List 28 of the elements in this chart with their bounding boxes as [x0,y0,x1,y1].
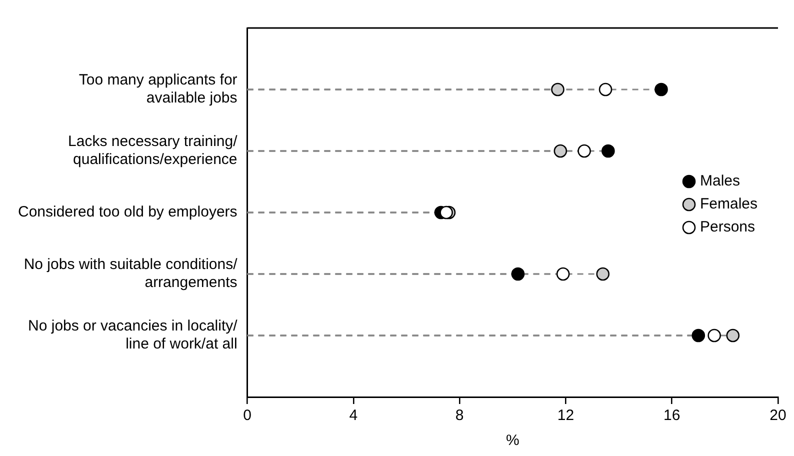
x-tick-label: 4 [349,407,358,424]
x-tick-label: 12 [557,407,574,424]
x-axis-title: % [506,432,520,450]
point [598,82,612,96]
point [692,328,706,342]
x-tick-label: 0 [243,407,252,424]
point [596,267,610,281]
y-tick-label: Too many applicants for available jobs [78,72,238,107]
legend-label: Females [700,196,758,213]
point [578,144,591,158]
x-tick-label: 16 [664,407,680,424]
y-tick-label: Considered too old by employers [18,204,238,221]
point [440,206,453,220]
point [726,328,740,342]
point [708,328,721,342]
y-tick-label: No jobs or vacancies in locality/ line of work/at all [28,318,238,353]
y-tick-label: Lacks necessary training/ qualifications/experience [68,133,238,168]
point [554,144,568,158]
point [654,82,668,96]
legend-label: Persons [700,218,756,236]
point [511,267,525,281]
point [602,144,615,158]
x-tick-label: 20 [770,407,786,424]
x-tick-label: 8 [455,407,464,424]
y-tick-label: No jobs with suitable conditions/ arrangements [24,256,238,292]
legend-label: Males [700,172,740,190]
point [556,267,570,281]
point [551,82,564,96]
